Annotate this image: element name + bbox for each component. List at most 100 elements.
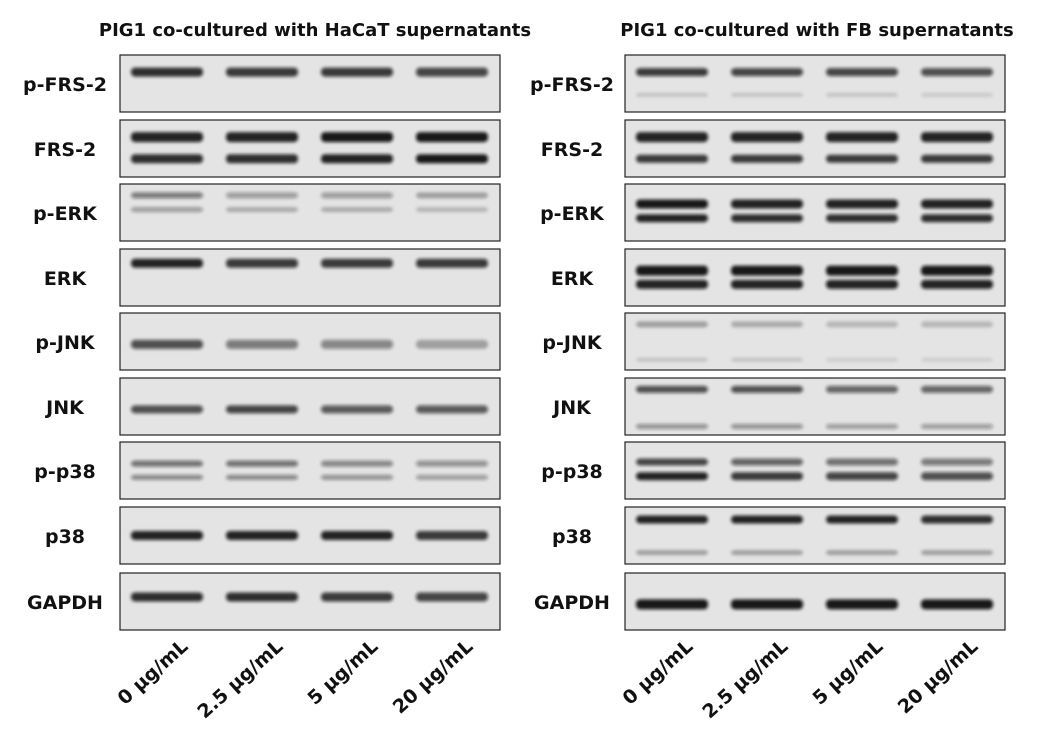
row-label: p-p38: [34, 461, 96, 483]
band: [826, 357, 898, 362]
band: [131, 132, 203, 143]
band: [921, 321, 993, 328]
band: [131, 592, 203, 602]
band: [321, 154, 393, 164]
band: [416, 132, 488, 143]
band: [416, 192, 488, 199]
row-label: p38: [552, 526, 592, 548]
band: [131, 154, 203, 164]
band: [921, 68, 993, 77]
bands: [636, 132, 993, 163]
bands: [636, 321, 993, 362]
band: [731, 472, 803, 481]
band: [636, 472, 708, 481]
row-label: p-p38: [541, 461, 603, 483]
band: [731, 132, 803, 143]
band: [921, 199, 993, 209]
band: [921, 214, 993, 223]
band: [826, 599, 898, 610]
row-label: ERK: [44, 268, 88, 290]
blot: [119, 54, 501, 113]
panel: PIG1 co-cultured with HaCaT supernatants…: [23, 20, 531, 723]
band: [731, 92, 803, 97]
row-label: ERK: [551, 268, 595, 290]
band: [416, 460, 488, 467]
band: [826, 279, 898, 289]
row-label: GAPDH: [534, 592, 610, 614]
band: [921, 423, 993, 429]
band: [921, 599, 993, 610]
band: [921, 515, 993, 524]
lane-label: 2.5 μg/mL: [193, 635, 287, 723]
band: [636, 423, 708, 429]
band: [226, 339, 298, 349]
band: [226, 258, 298, 268]
band: [321, 531, 393, 540]
band: [826, 92, 898, 97]
blot: [624, 183, 1006, 242]
row-label: p-JNK: [542, 332, 602, 354]
band: [321, 132, 393, 143]
row-label: FRS-2: [541, 139, 603, 161]
blot: [624, 54, 1006, 113]
band: [921, 550, 993, 556]
band: [826, 550, 898, 556]
band: [921, 154, 993, 163]
band: [416, 258, 488, 268]
blot: [119, 572, 501, 631]
band: [321, 460, 393, 467]
band: [321, 258, 393, 268]
band: [226, 531, 298, 540]
band: [226, 592, 298, 602]
bands: [636, 515, 993, 556]
bands: [131, 531, 488, 540]
bands: [636, 265, 993, 289]
band: [131, 405, 203, 414]
band: [131, 460, 203, 467]
bands: [131, 192, 488, 213]
band: [131, 192, 203, 199]
row-label: JNK: [551, 397, 592, 419]
band: [226, 405, 298, 414]
band: [731, 68, 803, 77]
lane-label: 2.5 μg/mL: [698, 635, 792, 723]
band: [131, 67, 203, 77]
band: [921, 132, 993, 143]
band: [826, 154, 898, 163]
band: [636, 385, 708, 393]
band: [131, 339, 203, 349]
band: [321, 474, 393, 480]
band: [731, 423, 803, 429]
band: [731, 321, 803, 328]
row-label: GAPDH: [27, 592, 103, 614]
bands: [636, 68, 993, 97]
band: [131, 258, 203, 268]
bands: [131, 592, 488, 602]
band: [636, 550, 708, 556]
band: [416, 154, 488, 164]
row-label: FRS-2: [34, 139, 96, 161]
band: [921, 279, 993, 289]
row-label: p-ERK: [540, 203, 605, 225]
band: [416, 207, 488, 213]
band: [636, 214, 708, 223]
band: [416, 67, 488, 77]
band: [636, 515, 708, 524]
band: [826, 515, 898, 524]
band: [826, 68, 898, 77]
lane-label: 20 μg/mL: [389, 635, 478, 718]
band: [226, 460, 298, 467]
band: [826, 265, 898, 276]
blot: [119, 119, 501, 178]
bands: [131, 460, 488, 480]
band: [636, 199, 708, 209]
row-label: p-JNK: [35, 332, 95, 354]
band: [226, 474, 298, 480]
band: [826, 385, 898, 393]
band: [321, 592, 393, 602]
lane-label: 0 μg/mL: [114, 635, 193, 709]
band: [731, 515, 803, 524]
row-label: p-FRS-2: [23, 74, 107, 96]
band: [731, 599, 803, 610]
band: [321, 339, 393, 349]
